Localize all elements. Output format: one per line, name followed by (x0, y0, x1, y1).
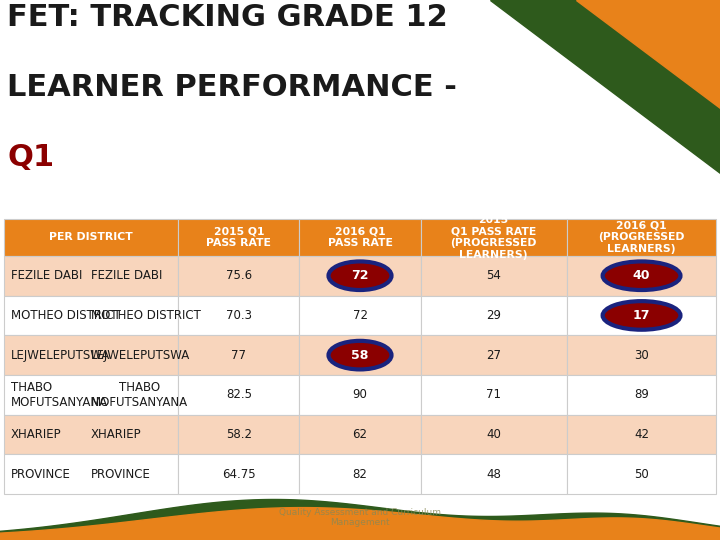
Text: 89: 89 (634, 388, 649, 401)
Text: 75.6: 75.6 (226, 269, 252, 282)
FancyBboxPatch shape (4, 256, 179, 295)
Text: 72: 72 (353, 309, 367, 322)
Text: 40: 40 (633, 269, 650, 282)
FancyBboxPatch shape (179, 295, 300, 335)
Text: FEZILE DABI: FEZILE DABI (91, 269, 162, 282)
FancyBboxPatch shape (179, 219, 300, 256)
Text: 90: 90 (353, 388, 367, 401)
FancyBboxPatch shape (420, 454, 567, 494)
Text: 58.2: 58.2 (226, 428, 252, 441)
FancyBboxPatch shape (179, 335, 300, 375)
Text: 72: 72 (351, 269, 369, 282)
FancyBboxPatch shape (179, 375, 300, 415)
FancyBboxPatch shape (179, 415, 300, 454)
FancyBboxPatch shape (300, 415, 420, 454)
Polygon shape (576, 0, 720, 108)
FancyBboxPatch shape (567, 295, 716, 335)
Text: 17: 17 (633, 309, 650, 322)
Text: 58: 58 (351, 349, 369, 362)
Text: PROVINCE: PROVINCE (11, 468, 71, 481)
Text: 64.75: 64.75 (222, 468, 256, 481)
Text: 30: 30 (634, 349, 649, 362)
Text: 82.5: 82.5 (226, 388, 252, 401)
Text: 82: 82 (353, 468, 367, 481)
Text: 77: 77 (231, 349, 246, 362)
FancyBboxPatch shape (420, 256, 567, 295)
Ellipse shape (603, 301, 680, 330)
FancyBboxPatch shape (567, 219, 716, 256)
Text: LEJWELEPUTSWA: LEJWELEPUTSWA (11, 349, 110, 362)
Text: Quality Assessment and Curriculum
Management: Quality Assessment and Curriculum Manage… (279, 508, 441, 527)
FancyBboxPatch shape (300, 454, 420, 494)
Text: THABO
MOFUTSANYANA: THABO MOFUTSANYANA (11, 381, 108, 409)
Text: LEARNER PERFORMANCE -: LEARNER PERFORMANCE - (7, 73, 457, 102)
FancyBboxPatch shape (300, 375, 420, 415)
Polygon shape (490, 0, 720, 173)
FancyBboxPatch shape (567, 415, 716, 454)
FancyBboxPatch shape (300, 219, 420, 256)
FancyBboxPatch shape (300, 335, 420, 375)
Text: 48: 48 (486, 468, 501, 481)
Text: 62: 62 (353, 428, 367, 441)
Text: FET: TRACKING GRADE 12: FET: TRACKING GRADE 12 (7, 3, 448, 32)
Text: FEZILE DABI: FEZILE DABI (11, 269, 82, 282)
Text: XHARIEP: XHARIEP (91, 428, 142, 441)
FancyBboxPatch shape (0, 494, 720, 540)
FancyBboxPatch shape (4, 219, 179, 256)
Ellipse shape (603, 261, 680, 290)
FancyBboxPatch shape (567, 335, 716, 375)
FancyBboxPatch shape (179, 256, 300, 295)
Text: 42: 42 (634, 428, 649, 441)
Text: PER DISTRICT: PER DISTRICT (49, 232, 132, 242)
Text: 29: 29 (486, 309, 501, 322)
FancyBboxPatch shape (420, 219, 567, 256)
Text: MOTHEO DISTRICT: MOTHEO DISTRICT (91, 309, 201, 322)
Text: 40: 40 (486, 428, 501, 441)
Text: 2015 Q1
PASS RATE: 2015 Q1 PASS RATE (207, 226, 271, 248)
Text: XHARIEP: XHARIEP (11, 428, 61, 441)
FancyBboxPatch shape (4, 454, 179, 494)
FancyBboxPatch shape (4, 415, 179, 454)
Text: 54: 54 (486, 269, 501, 282)
Text: THABO
MOFUTSANYANA: THABO MOFUTSANYANA (91, 381, 188, 409)
FancyBboxPatch shape (567, 375, 716, 415)
Text: 2016 Q1
PASS RATE: 2016 Q1 PASS RATE (328, 226, 392, 248)
Ellipse shape (328, 261, 392, 290)
FancyBboxPatch shape (567, 256, 716, 295)
Text: 2015
Q1 PASS RATE
(PROGRESSED
LEARNERS): 2015 Q1 PASS RATE (PROGRESSED LEARNERS) (451, 215, 537, 260)
Text: PROVINCE: PROVINCE (91, 468, 150, 481)
FancyBboxPatch shape (420, 375, 567, 415)
FancyBboxPatch shape (179, 454, 300, 494)
Text: 70.3: 70.3 (226, 309, 252, 322)
Text: 50: 50 (634, 468, 649, 481)
FancyBboxPatch shape (4, 295, 179, 335)
Text: MOTHEO DISTRICT: MOTHEO DISTRICT (11, 309, 121, 322)
FancyBboxPatch shape (420, 335, 567, 375)
Text: 2016 Q1
(PROGRESSED
LEARNERS): 2016 Q1 (PROGRESSED LEARNERS) (598, 221, 685, 254)
Ellipse shape (328, 341, 392, 369)
Polygon shape (0, 500, 720, 540)
Polygon shape (0, 508, 720, 540)
Text: 27: 27 (486, 349, 501, 362)
FancyBboxPatch shape (300, 256, 420, 295)
Text: Q1: Q1 (7, 143, 54, 172)
Text: LEJWELEPUTSWA: LEJWELEPUTSWA (91, 349, 190, 362)
Text: 71: 71 (486, 388, 501, 401)
FancyBboxPatch shape (420, 415, 567, 454)
FancyBboxPatch shape (4, 335, 179, 375)
FancyBboxPatch shape (420, 295, 567, 335)
FancyBboxPatch shape (567, 454, 716, 494)
FancyBboxPatch shape (4, 375, 179, 415)
FancyBboxPatch shape (300, 295, 420, 335)
